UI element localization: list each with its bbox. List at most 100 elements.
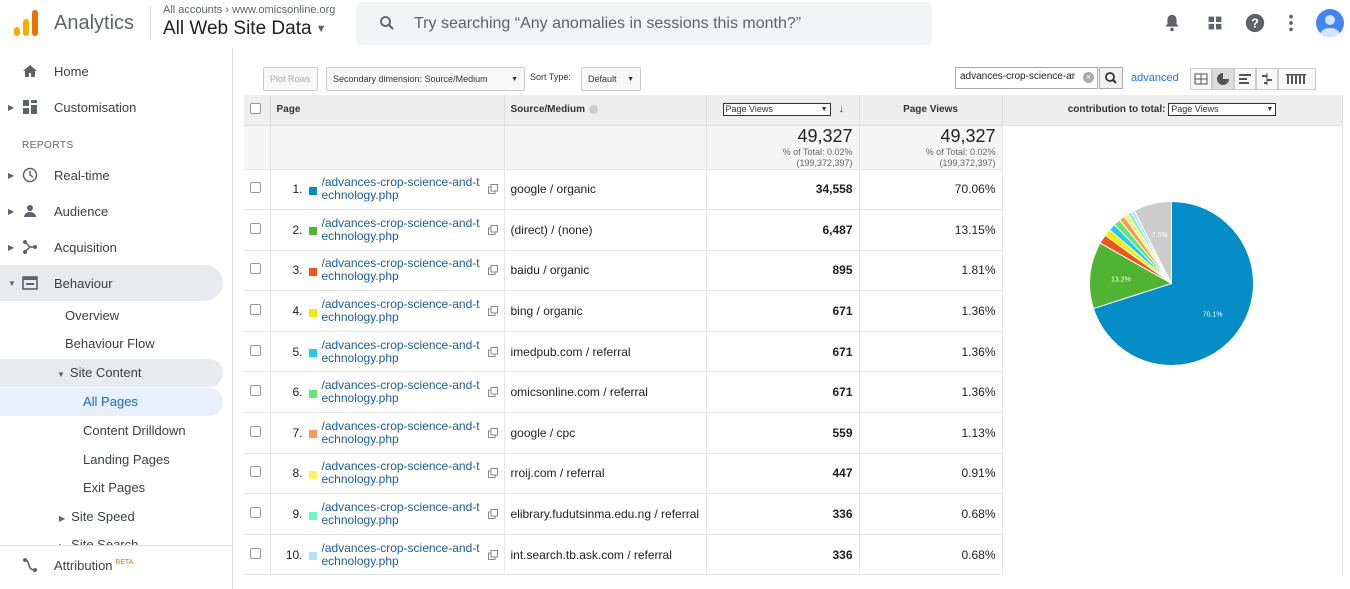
sort-descending-icon[interactable]: ↓ [838,103,845,116]
row-checkbox[interactable] [250,263,261,275]
sidebar-item-exit-pages[interactable]: Exit Pages [83,480,146,495]
row-select-cell [244,453,271,495]
row-checkbox[interactable] [250,222,261,234]
open-external-icon[interactable] [487,184,498,195]
row-checkbox[interactable] [250,344,261,356]
expand-arrow-icon: ▶ [8,242,15,252]
row-checkbox[interactable] [250,304,261,316]
plot-rows-button[interactable]: Plot Rows [263,67,318,91]
contribution-column-header: contribution to total: Page Views ▼ [1002,95,1343,126]
pie-slice[interactable] [1089,242,1173,310]
metric-select-column-header[interactable]: Page Views ▼ ↓ [706,95,860,126]
sidebar-item-realtime[interactable]: ▶ Real-time [0,157,223,193]
row-checkbox[interactable] [250,425,261,437]
table-view-button[interactable] [1190,68,1212,90]
sidebar-item-behaviour-flow[interactable]: Behaviour Flow [65,336,155,351]
sort-type-select[interactable]: Default ▼ [581,67,641,91]
page-link[interactable]: /advances-crop-science-and-technology.ph… [321,418,480,446]
page-link[interactable]: /advances-crop-science-and-technology.ph… [321,297,480,325]
metric-select[interactable]: Page Views ▼ [722,103,831,117]
open-external-icon[interactable] [487,549,498,560]
pie-slice[interactable] [1133,200,1172,284]
table-filter-input[interactable]: advances-crop-science-ar × [955,67,1098,89]
page-column-header[interactable]: Page [270,95,505,126]
apps-grid-icon[interactable] [1204,12,1226,34]
row-checkbox[interactable] [250,182,261,194]
page-link[interactable]: /advances-crop-science-and-technology.ph… [321,175,480,203]
source-medium-cell: omicsonline.com / referral [504,371,707,414]
row-checkbox[interactable] [250,547,261,559]
sidebar-item-landing-pages[interactable]: Landing Pages [83,452,170,467]
row-select-cell [244,169,271,211]
open-external-icon[interactable] [487,509,498,520]
dropdown-caret-icon: ▼ [1266,106,1274,114]
pie-view-button[interactable] [1212,68,1234,90]
advanced-filter-link[interactable]: advanced [1131,72,1179,84]
sidebar-item-behaviour[interactable]: ▼ Behaviour [0,265,223,301]
table-row[interactable]: 8. /advances-crop-science-and-technology… [244,453,1342,495]
open-external-icon[interactable] [487,427,498,438]
comparison-view-button[interactable] [1256,68,1278,90]
sidebar-item-site-content[interactable]: ▼ Site Content [57,365,141,380]
sidebar-item-content-drilldown[interactable]: Content Drilldown [83,423,186,438]
page-link[interactable]: /advances-crop-science-and-technology.ph… [321,337,480,365]
table-row[interactable]: 10. /advances-crop-science-and-technolog… [244,534,1342,576]
performance-view-button[interactable] [1234,68,1256,90]
row-color-swatch [308,552,317,561]
analytics-logo-icon[interactable] [14,10,40,36]
sidebar-item-attribution[interactable]: Attribution BETA [0,547,223,583]
row-checkbox[interactable] [250,385,261,397]
sidebar-item-site-speed[interactable]: ▶ Site Speed [59,509,135,524]
table-row[interactable]: 6. /advances-crop-science-and-technology… [244,371,1342,414]
table-row[interactable]: 3. /advances-crop-science-and-technology… [244,250,1342,292]
help-icon[interactable]: ? [1244,12,1266,34]
open-external-icon[interactable] [487,387,498,398]
clear-filter-icon[interactable]: × [1083,72,1094,83]
open-external-icon[interactable] [487,346,498,357]
page-link[interactable]: /advances-crop-science-and-technology.ph… [321,256,480,284]
sidebar-item-home[interactable]: Home [0,53,223,89]
more-options-icon[interactable] [1280,12,1302,34]
open-external-icon[interactable] [487,468,498,479]
contribution-metric-select[interactable]: Page Views ▼ [1168,103,1277,117]
page-link[interactable]: /advances-crop-science-and-technology.ph… [321,500,480,528]
sidebar-item-overview[interactable]: Overview [65,308,120,323]
search-bar[interactable]: Try searching “Any anomalies in sessions… [356,2,932,45]
sidebar-item-audience[interactable]: ▶ Audience [0,193,223,229]
account-breadcrumb[interactable]: All accounts › www.omicsonline.org [163,4,336,16]
dropdown-caret-icon: ▼ [820,106,828,114]
sidebar-item-site-search[interactable]: ▶ Site Search [59,537,138,545]
page-link[interactable]: /advances-crop-science-and-technology.ph… [321,459,480,487]
table-row[interactable]: 5. /advances-crop-science-and-technology… [244,331,1342,373]
page-link[interactable]: /advances-crop-science-and-technology.ph… [321,540,480,568]
pie-slice[interactable] [1092,200,1254,366]
table-row[interactable]: 4. /advances-crop-science-and-technology… [244,290,1342,332]
view-selector[interactable]: All Web Site Data ▼ [163,18,326,40]
open-external-icon[interactable] [487,306,498,317]
filter-search-button[interactable] [1099,67,1123,89]
page-link[interactable]: /advances-crop-science-and-technology.ph… [321,215,480,243]
source-medium-column-header[interactable]: Source/Medium [504,95,707,126]
sidebar-item-customisation[interactable]: ▶ Customisation [0,89,223,125]
pie-slice-label: 70.1% [1203,311,1223,318]
select-all-checkbox[interactable] [250,102,261,114]
page-views-column-header[interactable]: Page Views [859,95,1003,126]
comparison-view-icon [1262,73,1272,85]
table-row[interactable]: 9. /advances-crop-science-and-technology… [244,493,1342,535]
search-placeholder: Try searching “Any anomalies in sessions… [414,15,802,32]
open-external-icon[interactable] [487,265,498,276]
sidebar-item-all-pages[interactable]: All Pages [83,394,138,409]
row-checkbox[interactable] [250,466,261,478]
sidebar-item-acquisition[interactable]: ▶ Acquisition [0,229,223,265]
secondary-dimension-select[interactable]: Secondary dimension: Source/Medium ▼ [326,67,525,91]
page-link[interactable]: /advances-crop-science-and-technology.ph… [321,378,480,406]
notifications-bell-icon[interactable] [1161,12,1183,34]
table-row[interactable]: 7. /advances-crop-science-and-technology… [244,412,1342,454]
pivot-view-button[interactable] [1278,68,1316,90]
open-external-icon[interactable] [487,224,498,235]
row-checkbox[interactable] [250,507,261,519]
table-row[interactable]: 2. /advances-crop-science-and-technology… [244,209,1342,251]
user-avatar[interactable] [1316,9,1344,37]
header-divider [150,6,151,40]
remove-dimension-icon[interactable] [588,105,598,115]
